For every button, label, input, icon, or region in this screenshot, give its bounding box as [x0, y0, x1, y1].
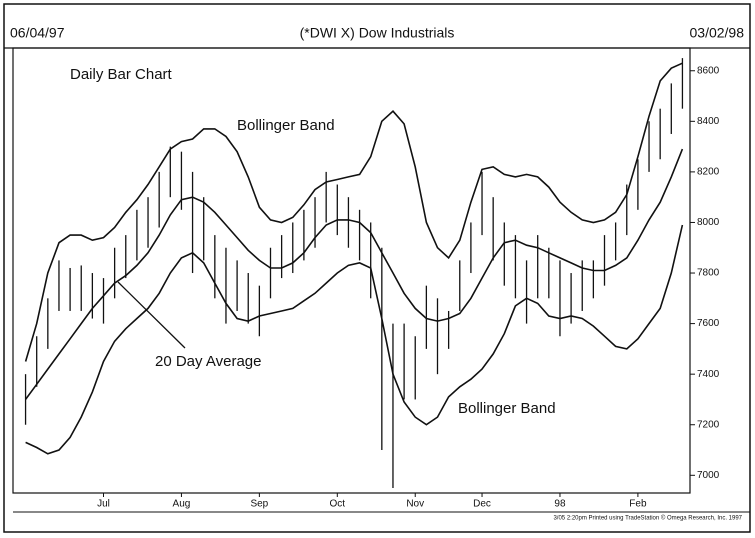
- x-tick-label: Feb: [629, 499, 647, 510]
- y-tick-label: 7800: [697, 268, 720, 279]
- x-tick-label: Sep: [250, 499, 268, 510]
- y-tick-label: 8000: [697, 217, 720, 228]
- annotation-pointer: [117, 281, 186, 349]
- upper-bollinger-band: [24, 62, 683, 362]
- annotation: 20 Day Average: [155, 353, 261, 370]
- chart-title: (*DWI X) Dow Industrials: [300, 25, 455, 41]
- annotation: Bollinger Band: [237, 117, 335, 134]
- x-tick-label: Jul: [97, 499, 110, 510]
- y-tick-label: 8600: [697, 65, 720, 76]
- subtitle: Daily Bar Chart: [70, 66, 173, 83]
- lower-bollinger-band: [25, 224, 684, 455]
- x-tick-label: Aug: [173, 499, 191, 510]
- y-tick-label: 7600: [697, 318, 720, 329]
- y-tick-label: 8200: [697, 167, 720, 178]
- y-tick-label: 7400: [697, 369, 720, 380]
- y-tick-label: 7000: [697, 470, 720, 481]
- plot-frame: [12, 47, 691, 494]
- x-tick-label: Nov: [406, 499, 424, 510]
- x-tick-label: 98: [554, 499, 566, 510]
- y-tick-label: 8400: [697, 116, 720, 127]
- end-date: 03/02/98: [690, 25, 745, 41]
- x-tick-label: Dec: [473, 499, 491, 510]
- start-date: 06/04/97: [10, 25, 65, 41]
- moving-average: [24, 148, 684, 400]
- y-tick-label: 7200: [697, 419, 720, 430]
- outer-frame: [3, 3, 751, 533]
- footnote: 3/05 2:20pm Printed using TradeStation ©…: [553, 515, 742, 522]
- annotation: Bollinger Band: [458, 400, 556, 417]
- x-tick-label: Oct: [330, 499, 346, 510]
